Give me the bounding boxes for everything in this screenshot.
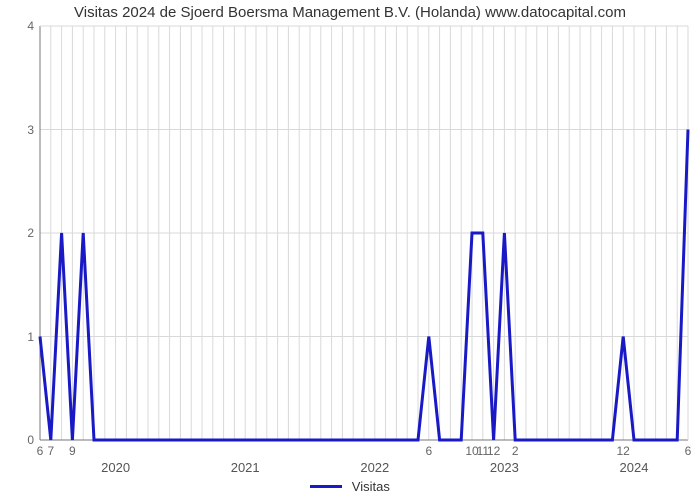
legend: Visitas bbox=[0, 478, 700, 494]
x-major-tick-label: 2020 bbox=[101, 440, 130, 475]
x-major-tick-label: 2021 bbox=[231, 440, 260, 475]
y-tick-label: 2 bbox=[27, 226, 40, 240]
x-major-tick-label: 2024 bbox=[620, 440, 649, 475]
x-tick-label: 7 bbox=[47, 440, 54, 458]
chart-title: Visitas 2024 de Sjoerd Boersma Managemen… bbox=[0, 4, 700, 21]
x-tick-label: 6 bbox=[685, 440, 692, 458]
x-major-tick-label: 2022 bbox=[360, 440, 389, 475]
y-tick-label: 3 bbox=[27, 123, 40, 137]
legend-swatch bbox=[310, 485, 342, 488]
chart-container: Visitas 2024 de Sjoerd Boersma Managemen… bbox=[0, 0, 700, 500]
x-tick-label: 6 bbox=[425, 440, 432, 458]
x-tick-label: 9 bbox=[69, 440, 76, 458]
y-tick-label: 4 bbox=[27, 19, 40, 33]
plot-area: 012346796101112212620202021202220232024 bbox=[40, 26, 688, 440]
y-tick-label: 1 bbox=[27, 330, 40, 344]
x-tick-label: 6 bbox=[37, 440, 44, 458]
legend-label: Visitas bbox=[352, 479, 390, 494]
x-major-tick-label: 2023 bbox=[490, 440, 519, 475]
chart-svg bbox=[40, 26, 688, 440]
